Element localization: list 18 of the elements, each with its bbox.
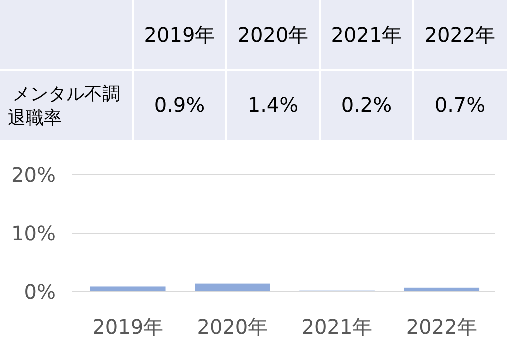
- bar: [195, 284, 270, 292]
- x-tick-label: 2020年: [197, 315, 268, 339]
- y-tick-label: 0%: [24, 280, 56, 304]
- data-label: 0.9%: [154, 93, 206, 117]
- category-label: 2021年: [331, 23, 402, 47]
- bar: [90, 286, 166, 292]
- x-tick-label: 2021年: [302, 315, 373, 339]
- x-tick-label: 2022年: [406, 315, 478, 339]
- text: メンタル不調退職率: [8, 84, 120, 129]
- data-label: 0.7%: [434, 93, 486, 117]
- y-tick-label: 20%: [12, 163, 56, 187]
- category-label: 2019年: [144, 23, 216, 47]
- data-label: 1.4%: [248, 93, 299, 117]
- category-label: 2020年: [238, 23, 309, 47]
- y-tick-label: 10%: [12, 222, 56, 246]
- data-label: 0.2%: [341, 93, 392, 117]
- x-tick-label: 2019年: [92, 315, 164, 339]
- category-label: 2022年: [424, 23, 496, 47]
